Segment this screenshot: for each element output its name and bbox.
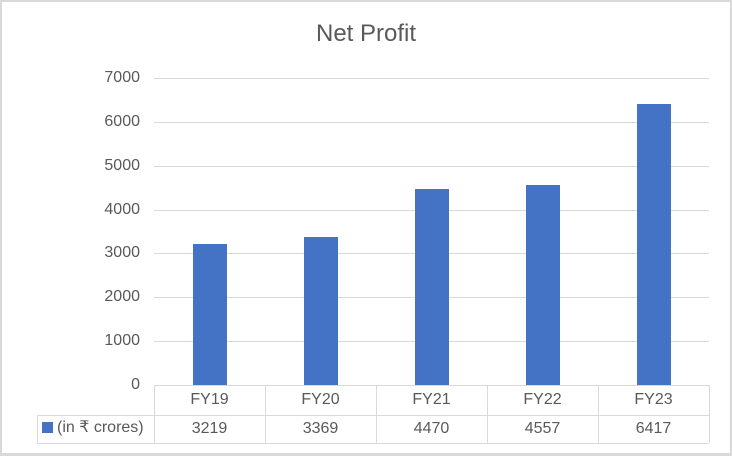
y-tick-label: 3000 — [104, 244, 140, 261]
y-tick-label: 0 — [131, 376, 140, 393]
y-tick-label: 7000 — [104, 69, 140, 86]
bar-fy19[interactable] — [193, 244, 227, 385]
bar-fy23[interactable] — [637, 104, 671, 385]
table-column-divider — [709, 385, 710, 443]
table-column-divider — [376, 385, 377, 443]
data-table-value: 6417 — [635, 420, 672, 437]
bar-fy22[interactable] — [526, 185, 560, 385]
table-column-divider — [265, 385, 266, 443]
table-column-divider — [154, 385, 155, 443]
table-bottom-border — [37, 443, 709, 444]
x-category-label: FY19 — [190, 391, 229, 408]
data-table-value: 4470 — [413, 420, 450, 437]
x-category-label: FY20 — [301, 391, 340, 408]
table-left-border — [37, 415, 38, 443]
legend-key-swatch — [42, 422, 53, 433]
data-table-value: 3219 — [191, 420, 228, 437]
y-tick-label: 6000 — [104, 113, 140, 130]
gridline-6000 — [154, 122, 709, 123]
bar-fy21[interactable] — [415, 189, 449, 385]
bar-fy20[interactable] — [304, 237, 338, 385]
legend-series-label: (in ₹ crores) — [57, 419, 144, 436]
gridline-7000 — [154, 78, 709, 79]
y-tick-label: 1000 — [104, 332, 140, 349]
x-category-label: FY23 — [634, 391, 673, 408]
y-tick-label: 4000 — [104, 201, 140, 218]
data-table-value: 4557 — [524, 420, 561, 437]
table-top-border — [154, 385, 709, 386]
y-tick-label: 5000 — [104, 157, 140, 174]
table-column-divider — [598, 385, 599, 443]
table-column-divider — [487, 385, 488, 443]
table-row-divider — [37, 415, 709, 416]
y-tick-label: 2000 — [104, 288, 140, 305]
x-category-label: FY21 — [412, 391, 451, 408]
data-table-value: 3369 — [302, 420, 339, 437]
gridline-5000 — [154, 166, 709, 167]
chart-title: Net Profit — [315, 20, 417, 47]
x-category-label: FY22 — [523, 391, 562, 408]
